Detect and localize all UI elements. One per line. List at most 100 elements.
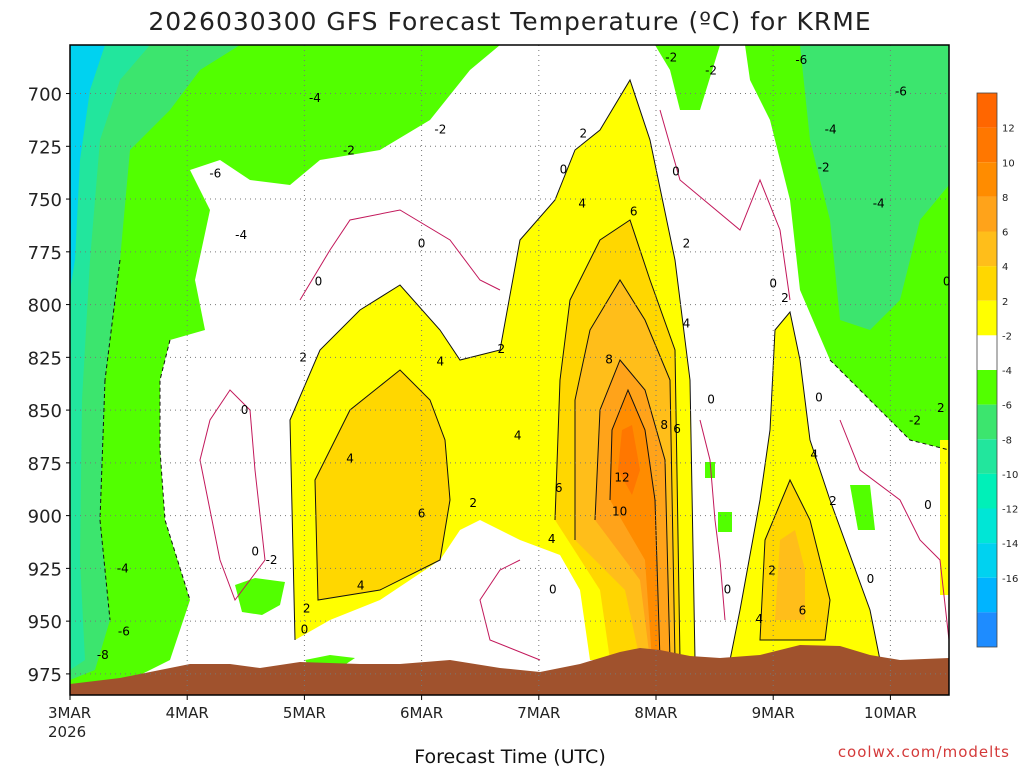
contour-label: 0 — [724, 582, 732, 596]
colorbar-tick-label: -8 — [1002, 435, 1012, 446]
colorbar-tick-label: 8 — [1002, 193, 1008, 204]
colorbar-segment — [977, 266, 997, 301]
colorbar-segment — [977, 127, 997, 163]
y-axis: 700 725 750 775 800 825 850 875 900 925 950 975 — [28, 85, 70, 686]
contour-label: 2 — [781, 291, 789, 305]
y-tick-label: 950 — [28, 612, 62, 633]
contour-label: 2 — [768, 563, 776, 577]
contour-label: 6 — [418, 507, 426, 521]
plot-frame — [69, 44, 950, 696]
colorbar-tick-label: -4 — [1002, 366, 1012, 377]
contour-label: 4 — [755, 612, 763, 626]
contour-label: 4 — [683, 317, 691, 331]
contour-label: 0 — [867, 572, 875, 586]
cold-region-green-2 — [70, 45, 240, 680]
contour-label: 0 — [769, 276, 777, 290]
contour-label: 0 — [943, 274, 951, 288]
colorbar-frame — [976, 92, 998, 648]
colorbar-segment — [977, 473, 997, 509]
colorbar-segment — [977, 370, 997, 405]
colorbar-tick-label: 4 — [1002, 262, 1008, 273]
contour-label: 4 — [437, 355, 445, 369]
y-tick-label: 800 — [28, 296, 62, 317]
contour-label: -8 — [97, 648, 109, 662]
contour-label: 2 — [829, 494, 837, 508]
contour-label: -6 — [795, 53, 807, 67]
contour-label: -2 — [266, 553, 278, 567]
colorbar-tick-label: -12 — [1002, 505, 1018, 516]
y-tick-label: 700 — [28, 85, 62, 106]
contour-label: 0 — [251, 544, 259, 558]
contour-label: 4 — [810, 447, 818, 461]
colorbar-segment — [977, 508, 997, 544]
cold-region-top-middle — [655, 45, 720, 110]
x-tick-label: 4MAR — [166, 704, 209, 722]
green-patch-3 — [705, 462, 715, 478]
contour-label: 2 — [937, 401, 945, 415]
colorbar-tick-label: 10 — [1002, 158, 1015, 169]
x-tick-label: 9MAR — [752, 704, 795, 722]
contour-label: 4 — [548, 532, 556, 546]
contour-label: -2 — [909, 414, 921, 428]
y-tick-label: 875 — [28, 454, 62, 475]
contour-label: -2 — [434, 122, 446, 136]
colorbar-segment — [977, 335, 997, 370]
contour-label: 2 — [497, 342, 505, 356]
colorbar-tick-label: -16 — [1002, 574, 1018, 585]
contour-label: 2 — [469, 496, 477, 510]
contour-label: 4 — [357, 578, 365, 592]
contour-label: -4 — [235, 228, 247, 242]
contour-label: -6 — [209, 167, 221, 181]
contour-label: 8 — [660, 418, 668, 432]
green-patch-5 — [850, 485, 875, 530]
warm-region-light-orange — [315, 370, 450, 600]
contour-label: 6 — [799, 604, 807, 618]
colorbar-tick-label: -14 — [1002, 539, 1018, 550]
cold-region-cyan-2 — [70, 45, 105, 290]
contour-label: 6 — [630, 205, 638, 219]
contour-label: -6 — [895, 84, 907, 98]
cold-region-cyan — [70, 45, 150, 670]
colorbar-tick-label: 2 — [1002, 297, 1008, 308]
y-tick-label: 850 — [28, 401, 62, 422]
contour-label: 0 — [549, 582, 557, 596]
colorbar-segment — [977, 543, 997, 578]
contour-label: 2 — [683, 236, 691, 250]
chart-title: 2026030300 GFS Forecast Temperature (ºC)… — [148, 7, 871, 36]
cold-region-green — [70, 45, 500, 690]
colorbar-segment — [977, 404, 997, 440]
contour-label: 2 — [303, 601, 311, 615]
y-tick-label: 750 — [28, 190, 62, 211]
cold-region-right-green-2 — [800, 45, 949, 330]
warm-region-hottest — [618, 425, 640, 495]
contour-label: 6 — [673, 422, 681, 436]
green-patch-1 — [235, 578, 285, 615]
x-tick-label: 3MAR — [48, 704, 91, 722]
colorbar-segment — [977, 300, 997, 336]
contour-label: -2 — [705, 63, 717, 77]
colorbar-tick-label: 12 — [1002, 124, 1015, 135]
yellow-patch-right — [940, 440, 949, 595]
colorbar-legend: 12 10 8 6 4 2 -2 -4 -6 -8 -10 -12 -14 -16 — [976, 92, 1018, 648]
contour-label: -2 — [343, 144, 355, 158]
contour-label: -2 — [665, 51, 677, 65]
y-tick-label: 825 — [28, 348, 62, 369]
contour-label: 6 — [555, 481, 563, 495]
contour-label: 0 — [560, 163, 568, 177]
contour-label: 0 — [315, 274, 323, 288]
x-tick-label: 7MAR — [517, 704, 560, 722]
contour-label: 0 — [418, 236, 426, 250]
colorbar-segment — [977, 162, 997, 197]
colorbar-tick-label: -10 — [1002, 470, 1018, 481]
y-tick-label: 725 — [28, 137, 62, 158]
contour-label: 4 — [514, 428, 522, 442]
x-tick-label: 10MAR — [864, 704, 917, 722]
contour-label: -4 — [117, 561, 129, 575]
x-axis-label: Forecast Time (UTC) — [414, 746, 605, 768]
contour-label: 2 — [299, 350, 307, 364]
contour-label: 4 — [346, 452, 354, 466]
contour-label: 0 — [301, 623, 309, 637]
colorbar-segment — [977, 196, 997, 232]
